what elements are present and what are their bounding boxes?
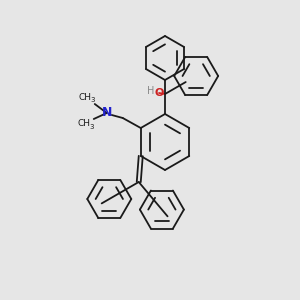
Text: H: H — [147, 86, 155, 96]
Text: N: N — [102, 106, 112, 119]
Text: O: O — [154, 88, 164, 98]
Text: 3: 3 — [91, 97, 95, 103]
Text: CH: CH — [77, 119, 90, 128]
Text: 3: 3 — [89, 124, 94, 130]
Text: CH: CH — [78, 92, 91, 101]
